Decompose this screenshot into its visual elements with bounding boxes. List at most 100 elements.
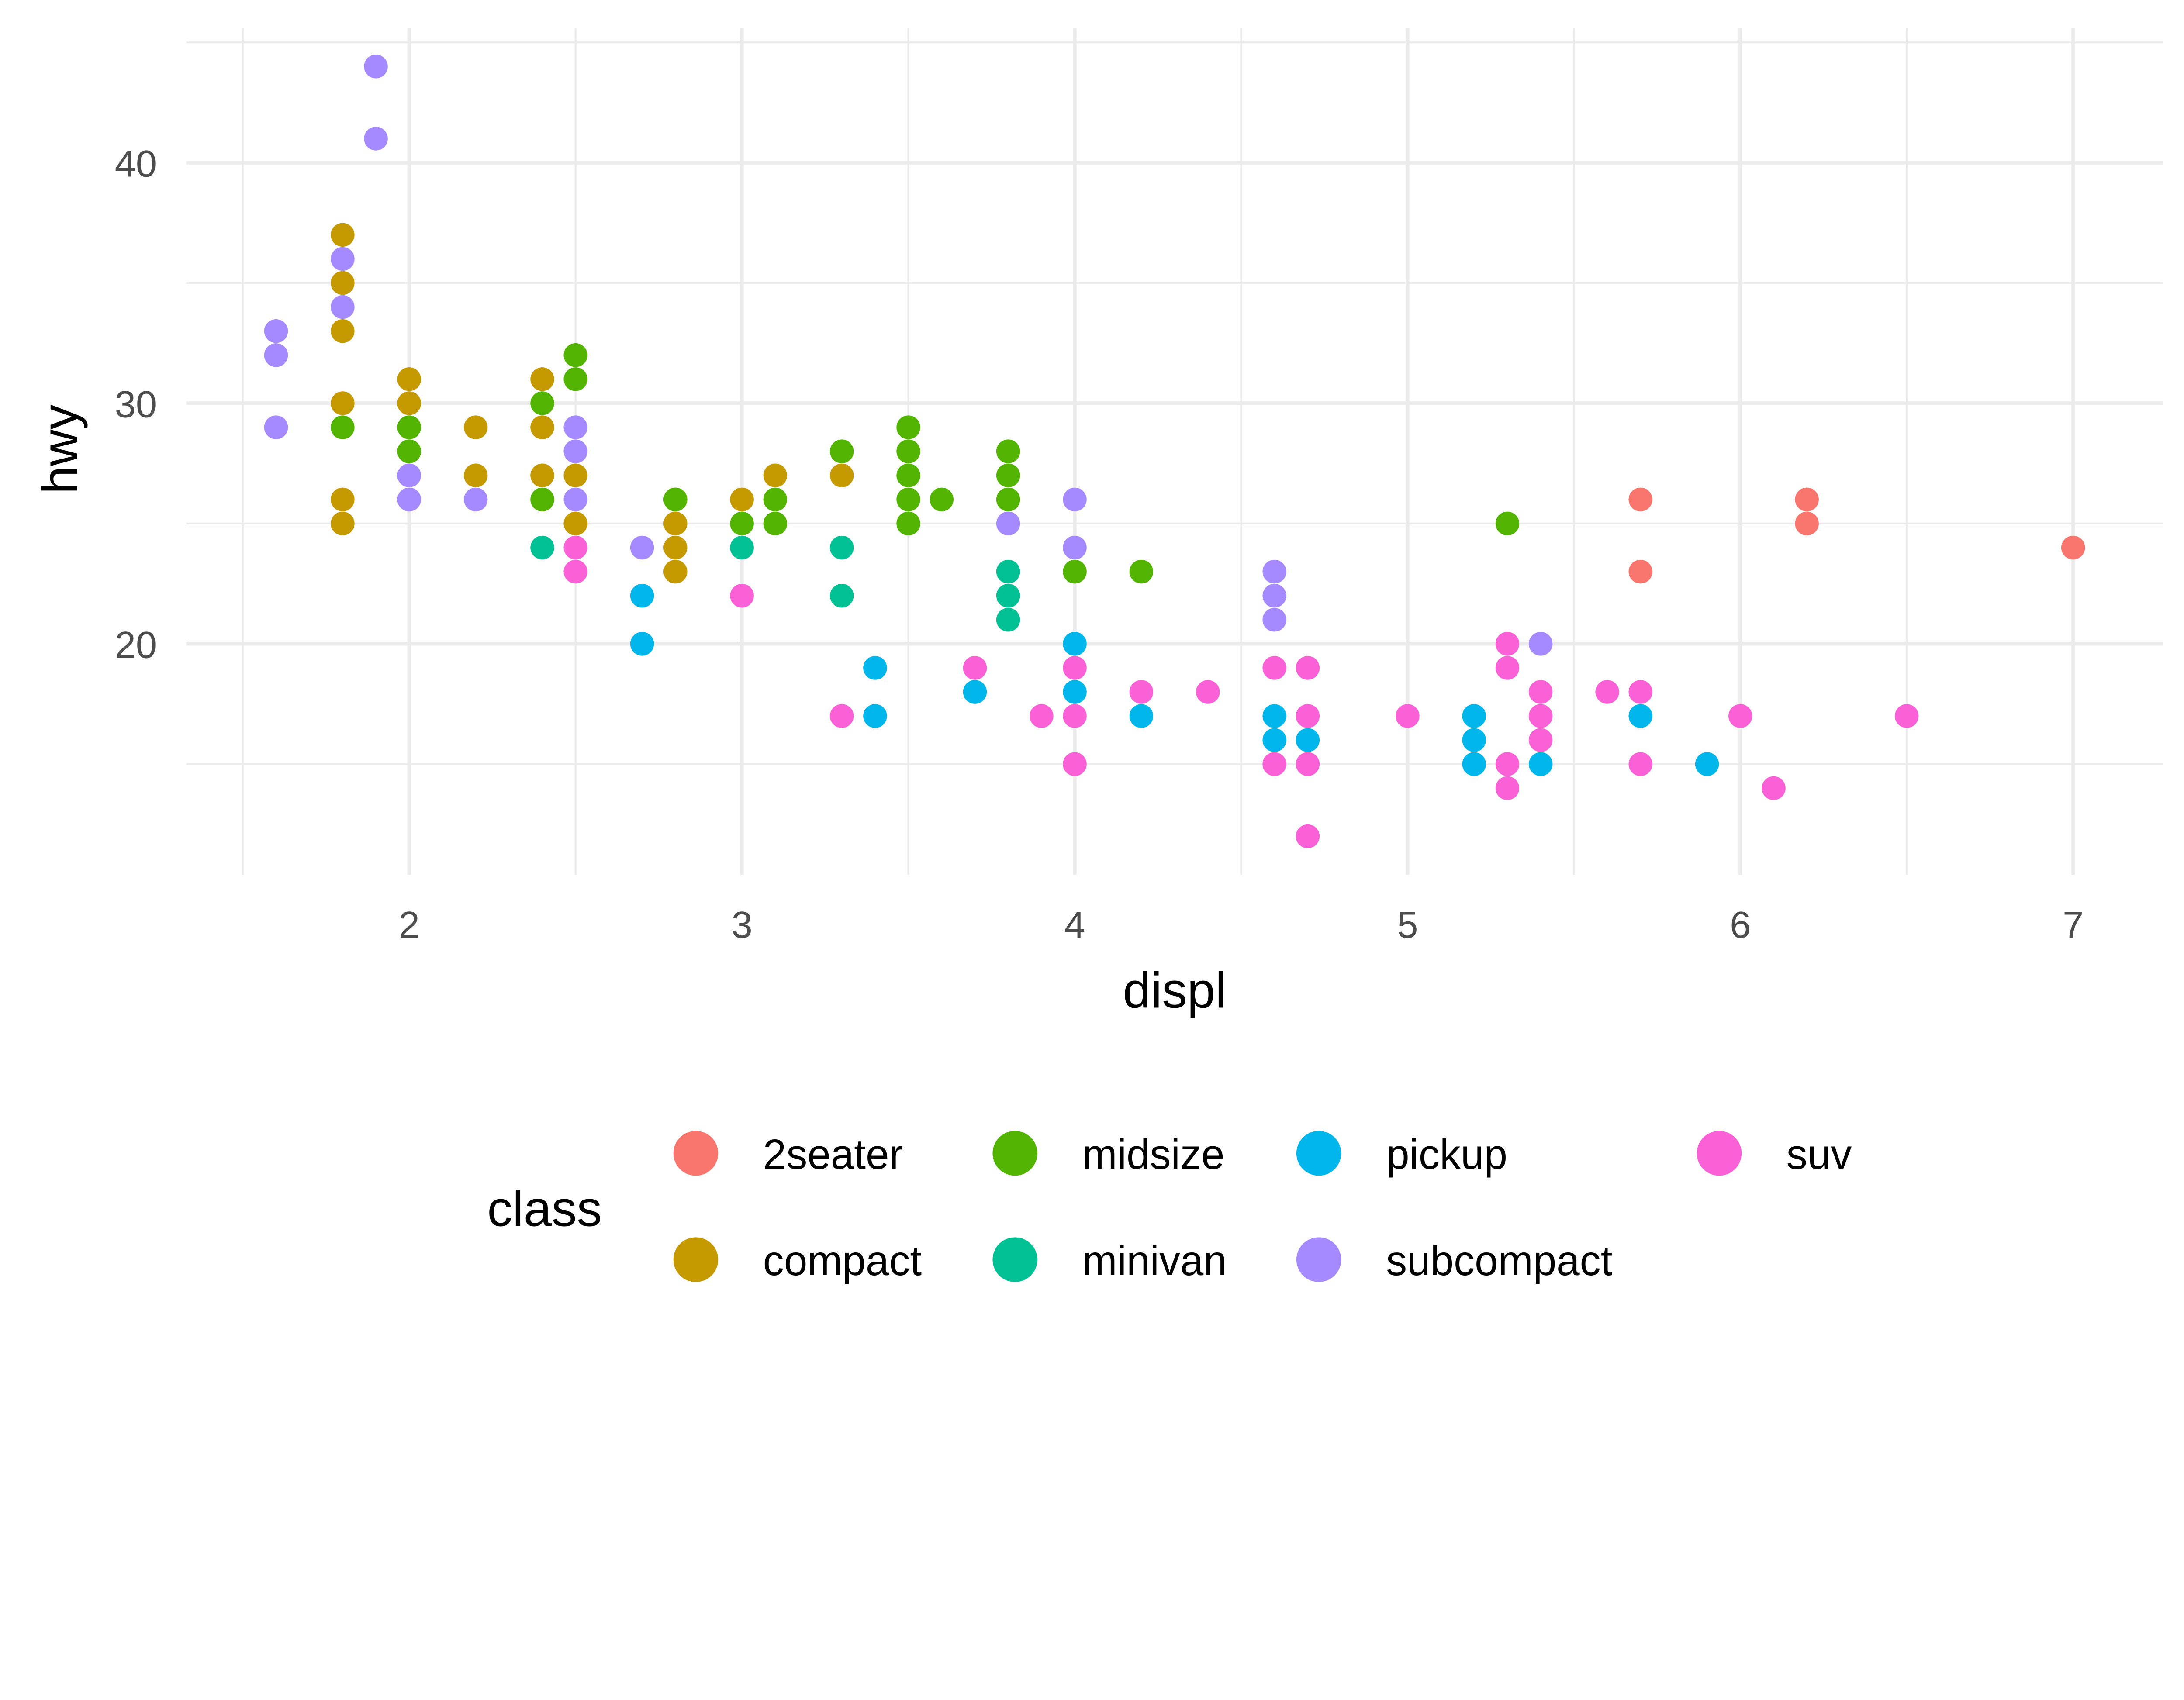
point-midsize [930, 487, 954, 512]
point-subcompact [397, 487, 421, 512]
point-pickup [1063, 680, 1087, 704]
legend-item-2seater: 2seater [673, 1131, 903, 1178]
point-suv [1063, 752, 1087, 776]
point-compact [829, 463, 854, 487]
point-compact [530, 367, 554, 391]
x-axis-title: displ [1123, 963, 1226, 1019]
point-minivan [829, 535, 854, 560]
point-pickup [1262, 704, 1286, 728]
legend-label: compact [763, 1238, 922, 1284]
point-suv [1296, 656, 1320, 680]
point-suv [1063, 656, 1087, 680]
point-midsize [530, 487, 554, 512]
point-suv [1262, 656, 1286, 680]
point-subcompact [264, 415, 288, 439]
point-compact [331, 271, 355, 295]
legend-item-minivan: minivan [992, 1237, 1227, 1284]
x-tick-label: 7 [2063, 904, 2084, 946]
y-tick-label: 30 [115, 384, 157, 426]
point-subcompact [563, 439, 587, 463]
point-midsize [563, 367, 587, 391]
point-suv [730, 583, 754, 608]
point-pickup [863, 656, 887, 680]
point-compact [763, 463, 788, 487]
point-midsize [763, 487, 788, 512]
point-pickup [1695, 752, 1719, 776]
point-pickup [1129, 704, 1154, 728]
scatter-chart: 2 3 4 5 6 7 20 30 40 displ hwy class 2seater com… [32, 28, 2163, 1284]
x-tick-label: 5 [1397, 904, 1418, 946]
point-minivan [996, 559, 1020, 584]
point-subcompact [1528, 632, 1553, 656]
point-suv [1528, 704, 1553, 728]
point-compact [530, 463, 554, 487]
point-pickup [1462, 704, 1486, 728]
point-suv [1262, 752, 1286, 776]
point-suv [1030, 704, 1054, 728]
point-compact [463, 415, 488, 439]
point-subcompact [463, 487, 488, 512]
point-suv [1396, 704, 1420, 728]
point-midsize [730, 511, 754, 536]
point-compact [663, 535, 688, 560]
point-midsize [896, 511, 920, 536]
point-suv [1628, 752, 1652, 776]
point-compact [397, 391, 421, 415]
legend-label: suv [1787, 1131, 1852, 1178]
point-suv [1296, 752, 1320, 776]
point-midsize [331, 415, 355, 439]
point-suv [1595, 680, 1619, 704]
x-tick-label: 2 [399, 904, 420, 946]
legend-item-compact: compact [673, 1237, 922, 1284]
legend-item-suv: suv [1697, 1131, 1852, 1178]
legend-item-midsize: midsize [992, 1131, 1224, 1178]
y-axis-title: hwy [32, 404, 88, 494]
x-tick-label: 4 [1064, 904, 1085, 946]
point-suv [1628, 680, 1652, 704]
point-compact [563, 511, 587, 536]
legend: class 2seater compact midsize minivan pickup… [487, 1131, 1852, 1284]
point-pickup [1528, 752, 1553, 776]
point-minivan [996, 608, 1020, 632]
point-midsize [397, 415, 421, 439]
point-compact [463, 463, 488, 487]
point-suv [1296, 704, 1320, 728]
point-suv [1495, 632, 1520, 656]
point-compact [331, 391, 355, 415]
point-subcompact [364, 54, 388, 79]
legend-item-pickup: pickup [1296, 1131, 1507, 1178]
point-compact [397, 367, 421, 391]
point-subcompact [264, 319, 288, 343]
point-pickup [1462, 752, 1486, 776]
point-2seater [2061, 535, 2085, 560]
legend-label: subcompact [1386, 1238, 1612, 1284]
point-subcompact [331, 247, 355, 271]
legend-key-2seater [673, 1131, 719, 1176]
point-minivan [730, 535, 754, 560]
point-subcompact [630, 535, 654, 560]
point-subcompact [1262, 608, 1286, 632]
point-pickup [1262, 728, 1286, 752]
point-suv [1296, 824, 1320, 848]
point-suv [1495, 752, 1520, 776]
legend-key-suv [1697, 1131, 1742, 1176]
point-subcompact [1262, 583, 1286, 608]
point-suv [829, 704, 854, 728]
point-pickup [1628, 704, 1652, 728]
x-tick-label: 3 [732, 904, 753, 946]
y-tick-labels: 20 30 40 [115, 143, 157, 666]
point-pickup [1462, 728, 1486, 752]
legend-key-midsize [992, 1131, 1037, 1176]
point-suv [563, 535, 587, 560]
point-minivan [530, 535, 554, 560]
point-suv [1129, 680, 1154, 704]
point-midsize [663, 487, 688, 512]
point-suv [1063, 704, 1087, 728]
point-compact [331, 487, 355, 512]
data-points [264, 54, 2085, 848]
point-2seater [1795, 511, 1819, 536]
legend-label: 2seater [763, 1131, 903, 1178]
point-suv [1528, 728, 1553, 752]
point-midsize [1063, 559, 1087, 584]
point-midsize [763, 511, 788, 536]
